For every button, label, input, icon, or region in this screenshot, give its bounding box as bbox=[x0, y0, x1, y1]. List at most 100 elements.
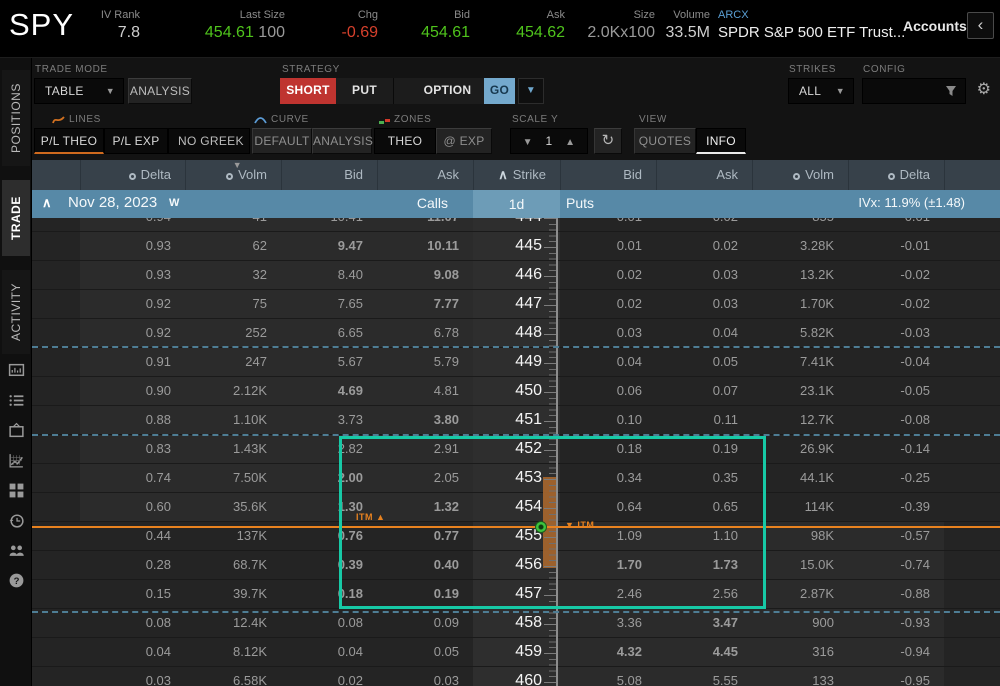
tv-icon[interactable] bbox=[0, 415, 32, 445]
grid-icon[interactable] bbox=[0, 475, 32, 505]
call-ask-cell[interactable]: 10.11 bbox=[377, 232, 473, 260]
put-bid-cell[interactable]: 0.64 bbox=[616, 499, 642, 514]
header-put-ask[interactable]: Ask bbox=[656, 160, 752, 190]
put-bid-cell[interactable]: 1.70 bbox=[560, 551, 656, 579]
put-ask-cell[interactable]: 0.65 bbox=[712, 499, 738, 514]
call-bid-cell[interactable]: 2.00 bbox=[281, 464, 377, 492]
zones-at-exp-button[interactable]: @ EXP bbox=[436, 128, 492, 154]
call-ask-cell[interactable]: 6.78 bbox=[377, 319, 473, 347]
call-bid-cell[interactable]: 6.65 bbox=[281, 319, 377, 347]
header-put-bid[interactable]: Bid bbox=[560, 160, 656, 190]
call-ask-cell[interactable]: 1.32 bbox=[377, 493, 473, 521]
header-call-bid[interactable]: Bid bbox=[281, 160, 377, 190]
call-ask-cell[interactable]: 9.08 bbox=[377, 261, 473, 289]
put-bid-cell[interactable]: 0.10 bbox=[616, 412, 642, 427]
call-bid-cell[interactable]: 0.18 bbox=[337, 586, 363, 601]
put-ask-cell[interactable]: 0.05 bbox=[712, 354, 738, 369]
put-bid-cell[interactable]: 0.06 bbox=[616, 383, 642, 398]
people-icon[interactable] bbox=[0, 535, 32, 565]
call-bid-cell[interactable]: 10.41 bbox=[281, 218, 377, 231]
put-bid-cell[interactable]: 3.36 bbox=[560, 609, 656, 637]
call-ask-cell[interactable]: 2.05 bbox=[377, 464, 473, 492]
call-ask-cell[interactable]: 0.19 bbox=[433, 586, 459, 601]
call-bid-cell[interactable]: 1.30 bbox=[281, 493, 377, 521]
put-bid-cell[interactable]: 0.34 bbox=[616, 470, 642, 485]
call-bid-cell[interactable]: 4.69 bbox=[281, 377, 377, 405]
put-ask-cell[interactable]: 3.47 bbox=[656, 609, 752, 637]
call-ask-cell[interactable]: 11.07 bbox=[377, 218, 473, 231]
header-call-ask[interactable]: Ask bbox=[377, 160, 473, 190]
analysis-mode-button[interactable]: ANALYSIS bbox=[128, 78, 192, 104]
call-ask-cell[interactable]: 0.09 bbox=[433, 615, 459, 630]
put-ask-cell[interactable]: 0.19 bbox=[712, 441, 738, 456]
scale-down-button[interactable]: ▼ bbox=[522, 137, 533, 148]
call-ask-cell[interactable]: 0.40 bbox=[433, 557, 459, 572]
call-bid-cell[interactable]: 7.65 bbox=[281, 290, 377, 318]
header-put-volm[interactable]: Volm bbox=[752, 160, 848, 190]
put-ask-cell[interactable]: 2.56 bbox=[656, 580, 752, 608]
put-bid-cell[interactable]: 0.02 bbox=[616, 267, 642, 282]
pl-exp-button[interactable]: P/L EXP bbox=[104, 128, 168, 154]
put-ask-cell[interactable]: 0.03 bbox=[712, 296, 738, 311]
go-button[interactable]: GO bbox=[484, 78, 515, 104]
call-ask-cell[interactable]: 3.80 bbox=[377, 406, 473, 434]
put-bid-cell[interactable]: 0.04 bbox=[616, 354, 642, 369]
refresh-icon[interactable]: ↻ bbox=[594, 128, 622, 154]
put-ask-cell[interactable]: 0.04 bbox=[712, 325, 738, 340]
call-ask-cell[interactable]: 2.91 bbox=[377, 435, 473, 463]
view-info-button[interactable]: INFO bbox=[696, 128, 746, 154]
header-call-volm[interactable]: Volm bbox=[185, 160, 281, 190]
chart-grid-icon[interactable] bbox=[0, 445, 32, 475]
put-bid-cell[interactable]: 0.01 bbox=[560, 218, 656, 231]
sidebar-tab-trade[interactable]: TRADE bbox=[1, 180, 30, 256]
put-bid-cell[interactable]: 5.08 bbox=[560, 667, 656, 686]
zones-theo-button[interactable]: THEO bbox=[374, 128, 436, 154]
call-bid-cell[interactable]: 0.02 bbox=[337, 673, 363, 686]
put-ask-cell[interactable]: 5.55 bbox=[656, 667, 752, 686]
put-bid-cell[interactable]: 0.01 bbox=[616, 238, 642, 253]
list-icon[interactable] bbox=[0, 385, 32, 415]
greek-dropdown[interactable]: NO GREEK ▼ bbox=[168, 128, 250, 170]
help-icon[interactable]: ? bbox=[0, 565, 32, 595]
call-bid-cell[interactable]: 0.76 bbox=[337, 528, 363, 543]
strategy-put-button[interactable]: PUT bbox=[336, 78, 394, 104]
call-bid-cell[interactable]: 9.47 bbox=[281, 232, 377, 260]
put-bid-cell[interactable]: 4.32 bbox=[560, 638, 656, 666]
curve-analysis-button[interactable]: ANALYSIS bbox=[312, 128, 373, 154]
trade-mode-dropdown[interactable]: TABLE ▼ bbox=[34, 78, 124, 104]
put-ask-cell[interactable]: 0.02 bbox=[656, 218, 752, 231]
call-ask-cell[interactable]: 0.03 bbox=[433, 673, 459, 686]
pl-theo-button[interactable]: P/L THEO bbox=[34, 128, 104, 154]
put-bid-cell[interactable]: 2.46 bbox=[560, 580, 656, 608]
put-bid-cell[interactable]: 0.18 bbox=[616, 441, 642, 456]
config-filter-input[interactable] bbox=[862, 78, 966, 104]
sidebar-tab-activity[interactable]: ACTIVITY bbox=[1, 270, 30, 354]
sidebar-tab-positions[interactable]: POSITIONS bbox=[1, 70, 30, 166]
gear-icon[interactable]: ⚙ bbox=[976, 81, 992, 98]
header-call-delta[interactable]: Delta bbox=[80, 160, 185, 190]
scale-up-button[interactable]: ▲ bbox=[565, 137, 576, 148]
call-ask-cell[interactable]: 7.77 bbox=[377, 290, 473, 318]
history-icon[interactable] bbox=[0, 505, 32, 535]
put-ask-cell[interactable]: 0.07 bbox=[712, 383, 738, 398]
call-ask-cell[interactable]: 5.79 bbox=[377, 348, 473, 376]
put-bid-cell[interactable]: 0.02 bbox=[616, 296, 642, 311]
call-bid-cell[interactable]: 0.08 bbox=[337, 615, 363, 630]
put-ask-cell[interactable]: 0.02 bbox=[712, 238, 738, 253]
call-bid-cell[interactable]: 0.04 bbox=[337, 644, 363, 659]
put-bid-cell[interactable]: 0.03 bbox=[616, 325, 642, 340]
call-ask-cell[interactable]: 4.81 bbox=[377, 377, 473, 405]
monitor-chart-icon[interactable] bbox=[0, 355, 32, 385]
call-bid-cell[interactable]: 2.82 bbox=[281, 435, 377, 463]
call-ask-cell[interactable]: 0.05 bbox=[433, 644, 459, 659]
curve-default-button[interactable]: DEFAULT bbox=[252, 128, 312, 154]
header-strike[interactable]: ∧ Strike bbox=[473, 160, 560, 190]
put-ask-cell[interactable]: 0.11 bbox=[713, 412, 738, 427]
put-ask-cell[interactable]: 1.73 bbox=[656, 551, 752, 579]
header-put-delta[interactable]: Delta bbox=[848, 160, 944, 190]
collapse-expiration-icon[interactable]: ∧ bbox=[42, 195, 52, 210]
strikes-dropdown[interactable]: ALL ▼ bbox=[788, 78, 854, 104]
put-ask-cell[interactable]: 0.35 bbox=[712, 470, 738, 485]
put-ask-cell[interactable]: 4.45 bbox=[656, 638, 752, 666]
call-bid-cell[interactable]: 0.39 bbox=[337, 557, 363, 572]
